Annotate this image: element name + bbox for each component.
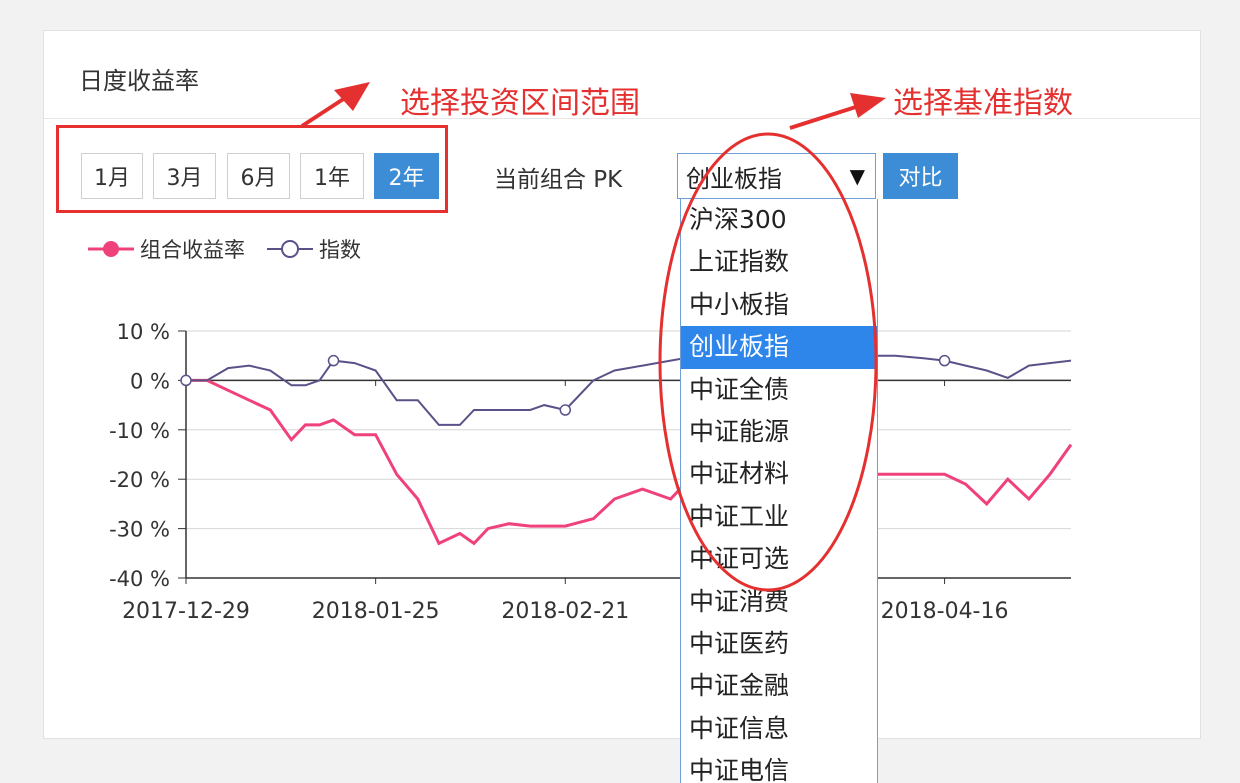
dropdown-option[interactable]: 创业板指 (681, 326, 877, 369)
range-button-2y[interactable]: 2年 (374, 153, 439, 199)
daily-return-card: 日度收益率 (43, 30, 1201, 739)
legend-index[interactable]: 指数 (267, 234, 361, 264)
range-button-3m[interactable]: 3月 (153, 153, 216, 199)
chart-legend: 组合收益率 指数 (88, 233, 383, 265)
y-tick-label: -10 % (109, 419, 170, 443)
y-tick-label: 0 % (130, 369, 170, 393)
dropdown-option[interactable]: 中证医药 (689, 628, 790, 658)
portfolio-series-line (186, 378, 1073, 546)
panel-title: 日度收益率 (79, 67, 199, 95)
dropdown-option[interactable]: 中证工业 (689, 501, 790, 531)
y-tick-label: -20 % (109, 468, 170, 492)
x-tick-label: 2017-12-29 (122, 599, 250, 624)
index-point (938, 354, 951, 367)
range-button-1y[interactable]: 1年 (300, 153, 364, 199)
dropdown-option[interactable]: 中证消费 (689, 586, 790, 616)
x-tick-label: 2018-01-25 (312, 599, 440, 624)
dropdown-option[interactable]: 中证信息 (689, 713, 790, 743)
dropdown-option[interactable]: 中证全债 (689, 374, 790, 404)
benchmark-dropdown-list[interactable]: 沪深300 上证指数中小板指创业板指中证全债中证能源中证材料中证工业中证可选中证消… (680, 199, 878, 783)
annotation-range: 选择投资区间范围 (400, 86, 640, 121)
y-tick-label: -40 % (109, 567, 170, 591)
title-divider (44, 118, 1200, 119)
legend-index-label: 指数 (319, 238, 361, 262)
legend-portfolio-label: 组合收益率 (140, 238, 245, 262)
index-point (327, 354, 340, 367)
annotation-benchmark: 选择基准指数 (893, 86, 1073, 121)
dropdown-option[interactable]: 中证金融 (689, 671, 790, 701)
index-series-line (186, 354, 1072, 426)
dropdown-option[interactable]: 中证材料 (689, 459, 790, 489)
portfolio-marker-icon (88, 241, 134, 257)
y-tick-label: -30 % (109, 518, 170, 542)
index-point (559, 404, 572, 416)
index-marker-icon (267, 240, 313, 258)
dropdown-option[interactable]: 中小板指 (689, 289, 790, 319)
dropdown-option[interactable]: 上证指数 (689, 247, 790, 277)
dropdown-option[interactable]: 中证电信 (689, 756, 790, 783)
range-button-1m[interactable]: 1月 (81, 153, 143, 199)
compare-label: 当前组合 PK (494, 167, 623, 193)
compare-button[interactable]: 对比 (883, 153, 958, 199)
x-tick-label: 2018-02-21 (501, 599, 629, 624)
index-point (180, 374, 192, 387)
x-tick-label: 2018-04-16 (881, 599, 1009, 624)
dropdown-option[interactable]: 沪深300 (689, 205, 787, 234)
dropdown-option[interactable]: 中证可选 (689, 544, 790, 574)
dropdown-option[interactable]: 中证能源 (689, 416, 790, 446)
y-tick-label: 10 % (117, 320, 170, 344)
legend-portfolio[interactable]: 组合收益率 (88, 234, 245, 264)
range-button-6m[interactable]: 6月 (227, 153, 290, 199)
